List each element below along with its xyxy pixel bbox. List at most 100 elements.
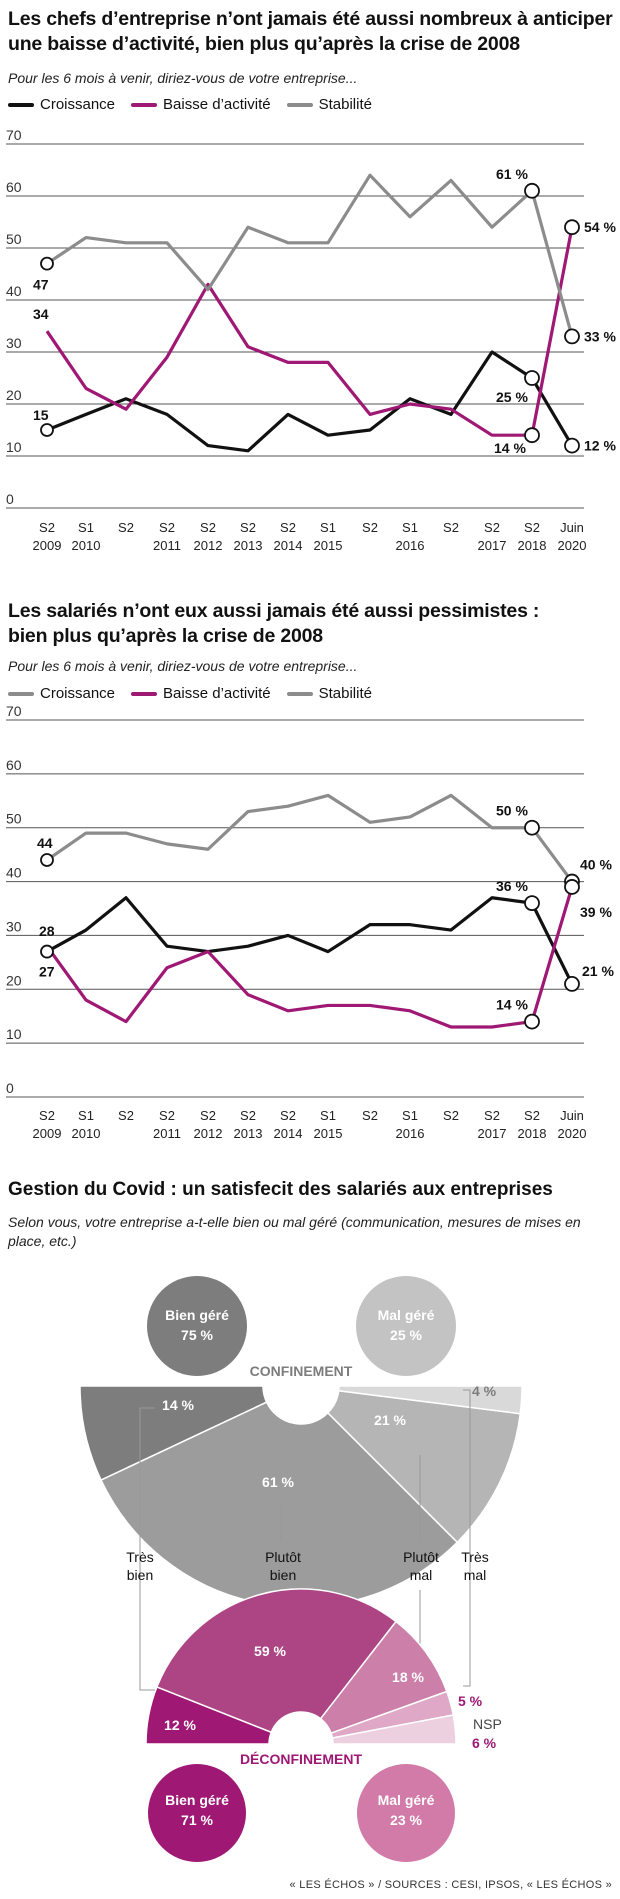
deconfinement-slice-label: 18 %: [392, 1669, 424, 1685]
x-tick-label: S2: [362, 1108, 378, 1123]
deconfinement-slice-label: 5 %: [458, 1693, 483, 1709]
data-point-marker: [564, 976, 580, 992]
category-plutot-mal: mal: [410, 1567, 433, 1583]
confinement-slice: [337, 1385, 523, 1415]
bien-gere-circle: [147, 1276, 247, 1376]
x-tick-label: 2010: [72, 538, 101, 553]
legend-swatch: [131, 691, 158, 696]
x-tick-label: 2010: [72, 1126, 101, 1141]
x-tick-label: S2: [118, 1108, 134, 1123]
legend-item-croissance: Croissance: [8, 685, 115, 702]
x-tick-label: S1: [402, 1108, 418, 1123]
x-tick-label: S1: [78, 1108, 94, 1123]
connector-tres-bien: [139, 1407, 155, 1691]
y-tick-label: 70: [6, 703, 22, 719]
data-label: 34: [33, 306, 49, 322]
category-plutot-mal: Plutôt: [403, 1549, 439, 1565]
legend-swatch: [8, 691, 34, 696]
y-tick-label: 40: [6, 865, 22, 881]
confinement-slice-label: 61 %: [262, 1474, 294, 1490]
legend-label: Baisse d’activité: [163, 685, 271, 702]
bien-gere-label: Bien géré: [165, 1792, 229, 1808]
category-tres-bien: bien: [127, 1567, 153, 1583]
data-point-marker: [524, 182, 540, 199]
bien-gere-value: 71 %: [181, 1812, 213, 1828]
x-tick-label: 2011: [153, 1126, 181, 1141]
chart1-title-line1: Les chefs d’entreprise n’ont jamais été …: [8, 8, 613, 30]
x-tick-label: 2017: [478, 538, 507, 553]
x-tick-label: S1: [402, 520, 418, 535]
y-tick-label: 10: [6, 439, 22, 455]
x-tick-label: Juin: [560, 1108, 584, 1123]
data-label: 14 %: [496, 997, 528, 1013]
deconfinement-slice-label: 59 %: [254, 1643, 286, 1659]
x-tick-label: S2: [443, 1108, 459, 1123]
data-point-marker: [524, 819, 540, 836]
category-plutot-bien: Plutôt: [265, 1549, 301, 1565]
data-label: 39 %: [580, 904, 612, 920]
y-tick-label: 30: [6, 335, 22, 351]
data-point-marker: [564, 219, 580, 236]
y-tick-label: 60: [6, 757, 22, 773]
bien-gere-circle: [148, 1764, 246, 1862]
deconfinement-slice-label: 12 %: [164, 1717, 196, 1733]
x-tick-label: S2: [200, 1108, 216, 1123]
covid-title: Gestion du Covid : un satisfecit des sal…: [8, 1179, 553, 1200]
chart2-plot: 0 10 20 30 40 50 60 70 S2 2009 S1 2010 S2 S2 2011 S2 201…: [6, 703, 614, 1141]
x-tick-label: S2: [484, 1108, 500, 1123]
x-tick-label: S2: [443, 520, 459, 535]
legend-label: Stabilité: [318, 685, 372, 702]
data-point-marker: [564, 328, 580, 345]
x-tick-label: 2015: [314, 1126, 343, 1141]
series-line-baisse-d-activit-: [45, 226, 574, 437]
category-plutot-bien: bien: [270, 1567, 296, 1583]
y-tick-label: 70: [6, 127, 22, 143]
y-tick-label: 30: [6, 918, 22, 934]
y-tick-label: 10: [6, 1026, 22, 1042]
mal-gere-value: 23 %: [390, 1812, 422, 1828]
data-label: 28: [39, 923, 55, 939]
x-tick-label: 2016: [396, 1126, 425, 1141]
legend-label: Baisse d’activité: [163, 96, 271, 113]
legend-item-croissance: Croissance: [8, 96, 115, 113]
x-tick-label: S1: [78, 520, 94, 535]
y-tick-label: 0: [6, 1080, 14, 1096]
deconfinement-slice-label: 6 %: [472, 1735, 497, 1751]
series-line-baisse-d-activit-: [45, 886, 574, 1029]
data-label: 21 %: [582, 963, 614, 979]
y-tick-label: 0: [6, 491, 14, 507]
data-label: 15: [33, 407, 49, 423]
x-tick-label: S2: [280, 1108, 296, 1123]
legend-item-stabilite: Stabilité: [286, 96, 372, 113]
deconfinement-slice: [155, 1588, 398, 1734]
data-label: 44: [37, 835, 53, 851]
y-tick-label: 40: [6, 283, 22, 299]
data-point-marker: [564, 879, 580, 895]
chart1-title-line2: une baisse d’activité, bien plus qu’aprè…: [8, 33, 520, 55]
x-tick-label: S2: [39, 520, 55, 535]
x-tick-label: Juin: [560, 520, 584, 535]
data-label: 36 %: [496, 878, 528, 894]
legend-item-baisse: Baisse d’activité: [131, 685, 271, 702]
data-label: 12 %: [584, 438, 616, 454]
chart1-subtitle: Pour les 6 mois à venir, diriez-vous de …: [8, 70, 358, 86]
mal-gere-value: 25 %: [390, 1327, 422, 1343]
nsp-label: NSP: [473, 1716, 502, 1732]
chart2-title-line2: bien plus qu’après la crise de 2008: [8, 625, 323, 647]
data-point-marker: [40, 256, 54, 271]
series-line-stabilit-: [46, 173, 574, 337]
covid-subtitle: Selon vous, votre entreprise a-t-elle bi…: [8, 1214, 581, 1249]
data-point-marker: [524, 370, 540, 386]
x-tick-label: S2: [159, 1108, 175, 1123]
x-tick-label: 2015: [314, 538, 343, 553]
y-tick-label: 60: [6, 179, 22, 195]
series-line-croissance: [46, 896, 574, 985]
x-tick-label: S2: [362, 520, 378, 535]
data-label: 33 %: [584, 328, 616, 344]
x-tick-label: S2: [280, 520, 296, 535]
legend-swatch: [8, 102, 34, 107]
legend-label: Croissance: [40, 685, 116, 702]
data-point-marker: [40, 423, 54, 437]
x-tick-label: 2013: [234, 1126, 263, 1141]
